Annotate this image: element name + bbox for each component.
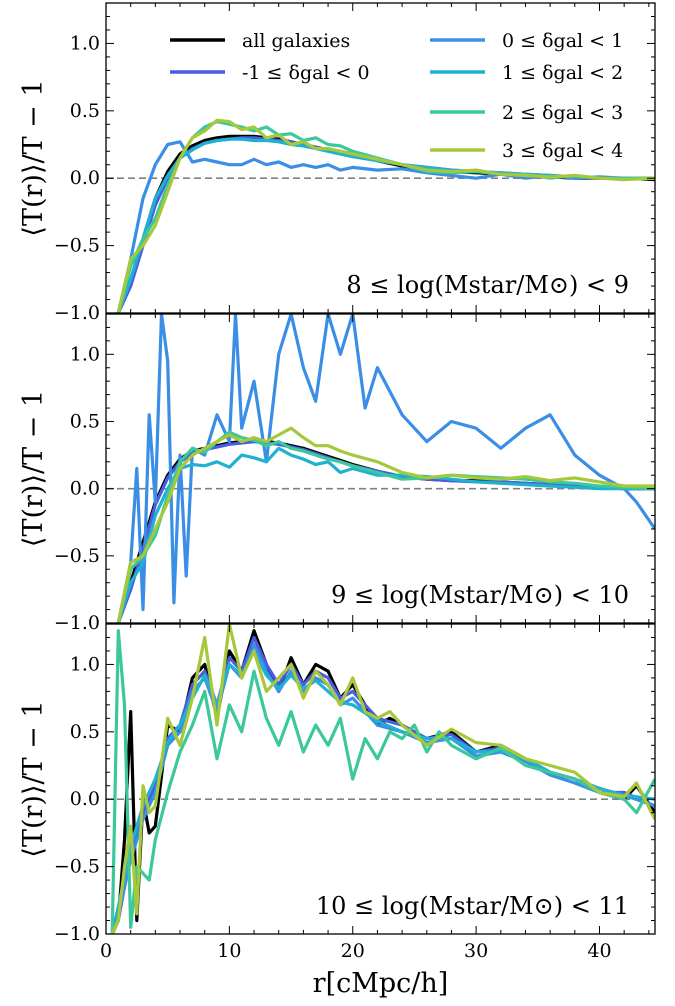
series-line xyxy=(116,140,655,313)
panel-frame xyxy=(105,2,656,314)
x-tick-label: 0 xyxy=(100,940,112,962)
series-line xyxy=(116,430,655,623)
series-line xyxy=(110,629,655,934)
y-tick-label: 0.0 xyxy=(70,167,100,189)
y-tick-label: −1.0 xyxy=(54,302,100,324)
legend-label: all galaxies xyxy=(242,30,350,52)
y-axis-label: ⟨T(r)⟩/T − 1 xyxy=(18,79,49,236)
x-tick-label: 30 xyxy=(464,940,488,962)
panel-2: −1.0 −0.5 0.0 0.5 1.0 ⟨T(r)⟩/T − 1 9 ≤ log(Mst… xyxy=(18,313,656,634)
panel-1: −1.0 −0.5 0.0 0.5 1.0 ⟨T(r)⟩/T − 1 8 ≤ log(Mst… xyxy=(18,2,656,324)
y-tick-label: 0.0 xyxy=(70,478,100,500)
x-tick-label: 10 xyxy=(217,940,241,962)
y-tick-label: −0.5 xyxy=(54,235,100,257)
y-tick-label: 0.5 xyxy=(70,100,100,122)
panel-frame xyxy=(105,313,656,624)
series-line xyxy=(116,118,655,313)
y-tick-label: −0.5 xyxy=(54,856,100,878)
panel-mass-label: 8 ≤ log(Mstar/M⊙) < 9 xyxy=(346,271,629,299)
series-group xyxy=(116,314,655,623)
y-tick-label: 0.5 xyxy=(70,721,100,743)
x-tick-label: 40 xyxy=(587,940,611,962)
y-tick-label: 1.0 xyxy=(70,653,100,675)
series-line xyxy=(116,314,655,623)
legend-label: -1 ≤ δgal < 0 xyxy=(242,62,370,84)
series-line xyxy=(116,426,655,623)
panel-frame xyxy=(105,623,656,935)
legend-label: 3 ≤ δgal < 4 xyxy=(502,140,623,162)
y-tick-label: −1.0 xyxy=(54,612,100,634)
series-line xyxy=(110,635,655,934)
panels-layer: −1.0 −0.5 0.0 0.5 1.0 ⟨T(r)⟩/T − 1 8 ≤ log(Mst… xyxy=(18,2,656,962)
y-axis-label: ⟨T(r)⟩/T − 1 xyxy=(18,390,49,547)
legend-label: 0 ≤ δgal < 1 xyxy=(502,30,623,52)
x-tick-label: 20 xyxy=(341,940,365,962)
panel-mass-label: 10 ≤ log(Mstar/M⊙) < 11 xyxy=(316,892,629,920)
panel-mass-label: 9 ≤ log(Mstar/M⊙) < 10 xyxy=(331,581,629,609)
y-tick-label: 1.0 xyxy=(70,343,100,365)
series-line xyxy=(110,624,655,934)
legend-label: 2 ≤ δgal < 3 xyxy=(502,102,623,124)
y-tick-label: −0.5 xyxy=(54,545,100,567)
y-tick-label: −1.0 xyxy=(54,923,100,945)
panel-3: −1.0 −0.5 0.0 0.5 1.0 0 10 20 30 40 ⟨T(r)⟩/T − 1 10… xyxy=(18,623,656,962)
series-group xyxy=(116,118,655,313)
legend: all galaxies -1 ≤ δgal < 0 0 ≤ δgal < 1 1 ≤… xyxy=(170,30,623,162)
legend-label: 1 ≤ δgal < 2 xyxy=(502,62,623,84)
y-tick-label: 0.0 xyxy=(70,788,100,810)
y-axis-label: ⟨T(r)⟩/T − 1 xyxy=(18,700,49,857)
series-group xyxy=(110,624,655,934)
y-tick-label: 1.0 xyxy=(70,32,100,54)
y-tick-label: 0.5 xyxy=(70,410,100,432)
x-axis-label: r[cMpc/h] xyxy=(313,968,449,999)
